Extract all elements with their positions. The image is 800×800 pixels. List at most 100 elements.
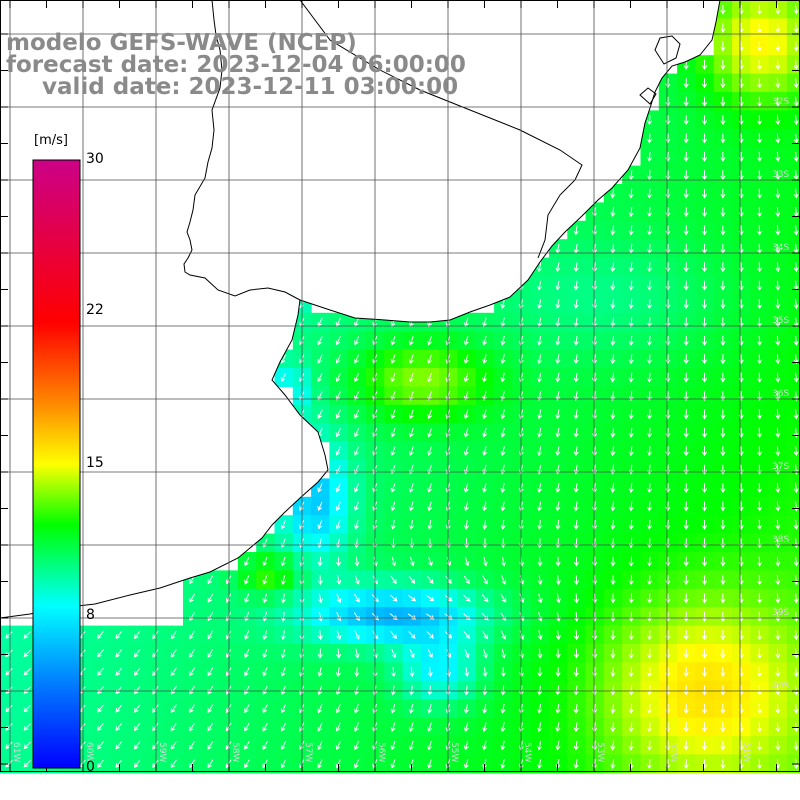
- wind-arrow: [756, 23, 763, 34]
- wind-arrow: [720, 78, 726, 89]
- wind-arrow: [573, 372, 579, 383]
- wind-arrow: [702, 593, 708, 604]
- wind-arrow: [354, 556, 360, 567]
- colorbar-label-0: 0: [86, 759, 95, 775]
- wind-arrow: [775, 519, 781, 530]
- wind-arrow: [500, 372, 506, 383]
- wind-arrow: [610, 354, 616, 365]
- coastline-south: [0, 299, 329, 619]
- wind-arrow: [134, 649, 141, 658]
- wind-arrow: [409, 667, 415, 678]
- wind-arrow: [665, 483, 671, 494]
- wind-arrow: [665, 262, 671, 273]
- wind-arrow: [500, 593, 507, 603]
- wind-arrow: [701, 446, 708, 457]
- wind-speed-cell: [786, 18, 800, 38]
- wind-arrow: [628, 575, 634, 586]
- wind-arrow: [573, 575, 580, 586]
- wind-arrow: [354, 501, 359, 512]
- longitude-label: 52W: [668, 742, 678, 762]
- wind-arrow: [207, 759, 214, 769]
- wind-arrow: [426, 631, 434, 639]
- wind-arrow: [665, 556, 671, 567]
- wind-arrow: [555, 685, 561, 696]
- wind-arrow: [665, 519, 671, 530]
- wind-arrow: [462, 613, 471, 621]
- wind-arrow: [5, 631, 13, 639]
- wind-arrow: [628, 262, 634, 273]
- colorbar-label-15: 15: [86, 455, 104, 471]
- wind-arrow: [500, 703, 506, 714]
- wind-arrow: [647, 354, 653, 365]
- wind-arrow: [793, 41, 799, 52]
- wind-arrow: [500, 391, 506, 401]
- wind-arrow: [336, 575, 342, 585]
- wind-arrow: [354, 409, 360, 419]
- wind-arrow: [317, 556, 323, 567]
- wind-arrow: [409, 703, 414, 714]
- wind-arrow: [665, 575, 671, 586]
- wind-arrow: [756, 96, 763, 107]
- wind-arrow: [189, 649, 195, 658]
- wind-arrow: [793, 409, 799, 420]
- wind-arrow: [610, 575, 616, 586]
- wind-arrow: [170, 667, 177, 677]
- wind-arrow: [23, 741, 31, 750]
- wind-arrow: [683, 501, 689, 512]
- wind-arrow: [537, 372, 543, 383]
- wind-arrow: [647, 556, 653, 567]
- wind-arrow: [683, 372, 689, 383]
- wind-arrow: [354, 685, 359, 696]
- wind-arrow: [189, 612, 195, 622]
- wind-arrow: [317, 575, 323, 586]
- wind-arrow: [775, 207, 781, 218]
- wind-arrow: [610, 630, 616, 641]
- wind-arrow: [592, 648, 598, 659]
- wind-arrow: [647, 225, 653, 236]
- wind-arrow: [573, 593, 580, 604]
- wind-arrow: [573, 299, 579, 309]
- wind-arrow: [317, 685, 323, 696]
- wind-arrow: [390, 703, 396, 714]
- wind-arrow: [537, 391, 543, 401]
- wind-arrow: [628, 648, 634, 659]
- wind-arrow: [720, 59, 726, 70]
- wind-arrow: [409, 648, 415, 659]
- wind-arrow: [573, 740, 579, 751]
- colorbar-label-30: 30: [86, 151, 104, 167]
- wind-arrow: [464, 667, 470, 678]
- wind-arrow: [793, 372, 799, 383]
- wind-arrow: [390, 740, 396, 751]
- wind-arrow: [280, 704, 287, 714]
- wind-arrow: [408, 372, 414, 383]
- wind-arrow: [390, 630, 397, 640]
- wind-arrow: [244, 575, 250, 585]
- wind-arrow: [317, 740, 323, 751]
- wind-arrow: [702, 630, 708, 641]
- wind-arrow: [720, 501, 726, 512]
- wind-arrow: [665, 115, 671, 126]
- wind-arrow: [683, 722, 689, 733]
- wind-arrow: [427, 667, 433, 678]
- latitude-label: 35S: [772, 316, 789, 326]
- wind-arrow: [335, 354, 341, 364]
- wind-arrow: [720, 317, 726, 328]
- wind-arrow: [573, 667, 579, 678]
- wind-arrow: [720, 151, 726, 162]
- wind-arrow: [463, 759, 469, 769]
- wind-arrow: [207, 593, 214, 603]
- wind-arrow: [354, 372, 360, 383]
- longitude-label: 55W: [449, 742, 459, 762]
- wind-arrow: [354, 740, 360, 751]
- wind-arrow: [610, 262, 616, 273]
- wind-arrow: [665, 703, 671, 714]
- wind-arrow: [408, 428, 414, 438]
- wind-arrow: [628, 207, 634, 218]
- model-title: modelo GEFS-WAVE (NCEP): [6, 30, 357, 56]
- wind-arrow: [280, 630, 286, 641]
- wind-arrow: [683, 354, 689, 365]
- wind-arrow: [463, 372, 469, 383]
- wind-arrow: [628, 519, 634, 530]
- wind-arrow: [683, 78, 689, 89]
- wind-arrow: [647, 483, 653, 494]
